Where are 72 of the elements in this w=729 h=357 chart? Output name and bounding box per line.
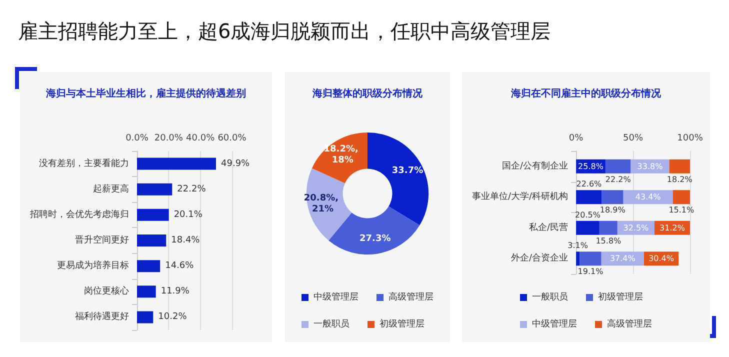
legend-label: 初级管理层	[598, 292, 643, 302]
bar	[137, 286, 156, 298]
y-tick-label: 晋升空间更好	[75, 234, 129, 246]
y-tick-label: 没有差别，主要看能力	[39, 158, 129, 169]
y-tick-label: 起薪更高	[93, 183, 129, 194]
x-tick-label: 20.0%	[154, 134, 184, 144]
data-label: 20.1%	[174, 210, 203, 220]
data-label: 37.4%	[610, 254, 636, 264]
bar	[599, 220, 618, 235]
y-tick-label: 招聘时，会优先考虑海归	[29, 208, 129, 220]
data-label: 43.4%	[635, 192, 662, 202]
legend-label: 中级管理层	[314, 292, 358, 302]
x-tick-label: 40.0%	[186, 134, 216, 144]
bar	[576, 252, 580, 266]
bar	[137, 208, 169, 221]
bar	[576, 220, 600, 235]
y-tick-label: 岗位更核心	[84, 286, 129, 297]
x-tick-label: 60.0%	[218, 134, 247, 144]
bar	[602, 190, 624, 204]
data-label: 31.2%	[660, 223, 686, 232]
chart-title: 海归在不同雇主中的职级分布情况	[510, 88, 662, 100]
x-tick-label: 100%	[677, 134, 704, 144]
data-label: 20.8%, 21%	[304, 193, 342, 214]
legend-label: 中级管理层	[532, 318, 577, 330]
chart-title: 海归整体的职级分布情况	[312, 88, 424, 100]
y-tick-label: 私企/民营	[529, 222, 568, 233]
data-label: 30.4%	[648, 254, 674, 264]
y-tick-label: 福利待遇更好	[75, 311, 129, 322]
data-label: 18.9%	[600, 206, 626, 215]
bar	[580, 252, 602, 266]
y-tick-label: 国企/公有制企业	[502, 160, 568, 172]
data-label: 18.4%	[171, 236, 200, 246]
x-tick-label: 50%	[623, 134, 644, 144]
legend-label: 高级管理层	[607, 318, 652, 330]
text: 雇主招聘能力至上，超6成海归脱颖而出，任职中高级管理层	[18, 18, 551, 45]
data-label: 33.7%	[392, 166, 424, 176]
bar	[576, 190, 602, 204]
data-label: 18.2%	[666, 174, 693, 184]
legend-label: 高级管理层	[388, 292, 434, 302]
bar	[137, 234, 166, 246]
bar	[137, 158, 216, 170]
data-label: 3.1%	[568, 241, 588, 250]
x-tick-label: 0.0%	[126, 134, 149, 144]
data-label: 20.5%	[575, 210, 601, 220]
data-label: 11.9%	[160, 286, 190, 297]
y-tick-label: 外企/合资企业	[511, 252, 568, 264]
data-label: 22.2%	[605, 174, 632, 184]
data-label: 49.9%	[221, 158, 250, 169]
legend-label: 一般职员	[532, 292, 568, 302]
data-label: 22.2%	[177, 184, 206, 194]
data-label: 19.1%	[578, 267, 604, 276]
chart-title: 海归与本土毕业生相比，雇主提供的待遇差别	[45, 88, 246, 100]
bar	[137, 311, 154, 324]
data-label: 32.5%	[623, 223, 650, 232]
data-label: 15.8%	[596, 236, 622, 246]
bar	[137, 183, 172, 196]
bar	[605, 159, 631, 174]
data-label: 15.1%	[668, 206, 694, 215]
data-label: 10.2%	[158, 312, 188, 322]
data-label: 27.3%	[359, 234, 391, 244]
data-label: 25.8%	[578, 162, 604, 171]
legend-label: 一般职员	[314, 318, 350, 330]
data-label: 33.8%	[637, 162, 664, 171]
bar	[669, 159, 690, 174]
y-tick-label: 更易成为培养目标	[57, 260, 129, 272]
y-tick-label: 事业单位/大学/科研机构	[472, 191, 568, 202]
legend-label: 初级管理层	[380, 318, 424, 330]
data-label: 22.6%	[576, 180, 602, 189]
data-label: 14.6%	[165, 261, 194, 272]
bar	[137, 260, 160, 272]
bar	[672, 190, 690, 204]
x-tick-label: 0%	[568, 134, 584, 144]
